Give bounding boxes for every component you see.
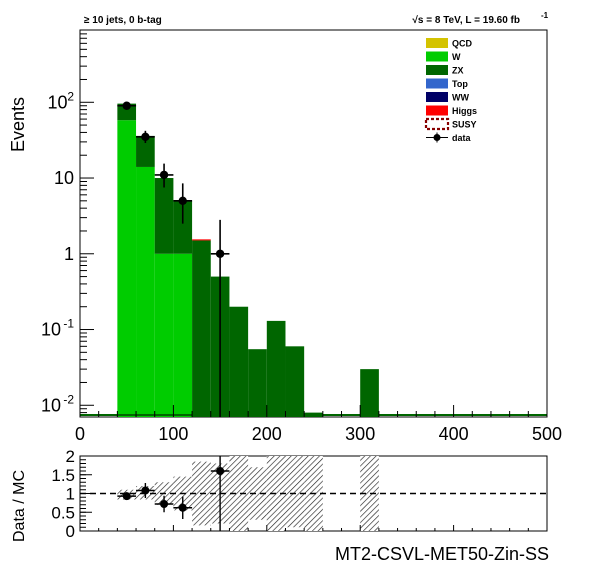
x-axis-label-bottom: MT2-CSVL-MET50-Zin-SS	[335, 544, 549, 564]
y-tick-label-bottom-0.5: 0.5	[51, 503, 75, 522]
bar-zx-bin-15	[360, 369, 379, 417]
legend-label-data: data	[452, 133, 472, 143]
ratio-panel: 00.511.52 Data / MC MT2-CSVL-MET50-Zin-S…	[11, 447, 549, 564]
legend-swatch-w	[426, 52, 448, 62]
legend-swatch-qcd	[426, 38, 448, 48]
y-tick-label: 10	[47, 92, 67, 112]
y-tick-label-bottom-2: 2	[66, 447, 75, 466]
bar-zx-bin-6	[192, 240, 211, 417]
y-tick-exponent: -1	[63, 317, 74, 331]
x-tick-label-200: 200	[252, 424, 282, 444]
data-point-2	[160, 171, 168, 179]
data-point-3	[179, 197, 187, 205]
ratio-point-2	[160, 500, 168, 508]
legend-label-zx: ZX	[452, 66, 464, 76]
bar-w-bin-5	[173, 254, 192, 417]
y-tick-label: 10	[41, 320, 61, 340]
uncertainty-band-9	[285, 456, 304, 527]
y-tick-label-bottom-1: 1	[66, 485, 75, 504]
x-tick-label-500: 500	[532, 424, 562, 444]
legend-swatch-higgs	[426, 106, 448, 116]
legend-swatch-ww	[426, 92, 448, 102]
y-tick-label: 1	[64, 244, 74, 264]
legend-label-w: W	[452, 52, 461, 62]
bar-w-bin-4	[155, 254, 174, 417]
x-tick-label-100: 100	[158, 424, 188, 444]
y-tick-label-bottom-0: 0	[66, 522, 75, 541]
y-tick-exponent: 2	[67, 89, 74, 103]
data-point-1	[141, 133, 149, 141]
legend-label-top: Top	[452, 79, 468, 89]
x-tick-label-400: 400	[439, 424, 469, 444]
bar-w-bin-2	[117, 120, 136, 417]
legend-label-qcd: QCD	[452, 39, 473, 49]
y-tick-label: 10	[41, 395, 61, 415]
bar-zx-bin-4	[155, 178, 174, 254]
data-point-4	[216, 250, 224, 258]
y-axis-label-top: Events	[8, 97, 28, 152]
bar-zx-bin-11	[285, 346, 304, 417]
ratio-point-4	[216, 467, 224, 475]
bar-zx-bin-10	[267, 321, 286, 417]
ratio-point-3	[179, 504, 187, 512]
title-right-superscript: -1	[541, 11, 549, 20]
title-right: √s = 8 TeV, L = 19.60 fb	[412, 15, 520, 26]
legend-label-higgs: Higgs	[452, 106, 477, 116]
y-tick-label-bottom-1.5: 1.5	[51, 466, 75, 485]
legend-marker-data	[434, 134, 441, 141]
y-axis-label-bottom: Data / MC	[11, 470, 28, 542]
legend-label-susy: SUSY	[452, 120, 477, 130]
y-tick-exponent: -2	[63, 392, 74, 406]
ratio-point-1	[141, 487, 149, 495]
bar-higgs-bin-6	[192, 239, 211, 240]
y-tick-label: 10	[54, 168, 74, 188]
bar-zx-bin-8	[229, 307, 248, 417]
bar-w-bin-3	[136, 167, 155, 417]
legend-swatch-susy	[426, 119, 448, 129]
title-left: ≥ 10 jets, 0 b-tag	[84, 15, 162, 26]
x-tick-label-0: 0	[75, 424, 85, 444]
legend-swatch-top	[426, 79, 448, 89]
bar-zx-bin-9	[248, 349, 267, 417]
ratio-point-0	[123, 492, 131, 500]
legend-label-ww: WW	[452, 93, 469, 103]
legend-swatch-zx	[426, 65, 448, 75]
x-tick-label-300: 300	[345, 424, 375, 444]
data-point-0	[123, 102, 131, 110]
